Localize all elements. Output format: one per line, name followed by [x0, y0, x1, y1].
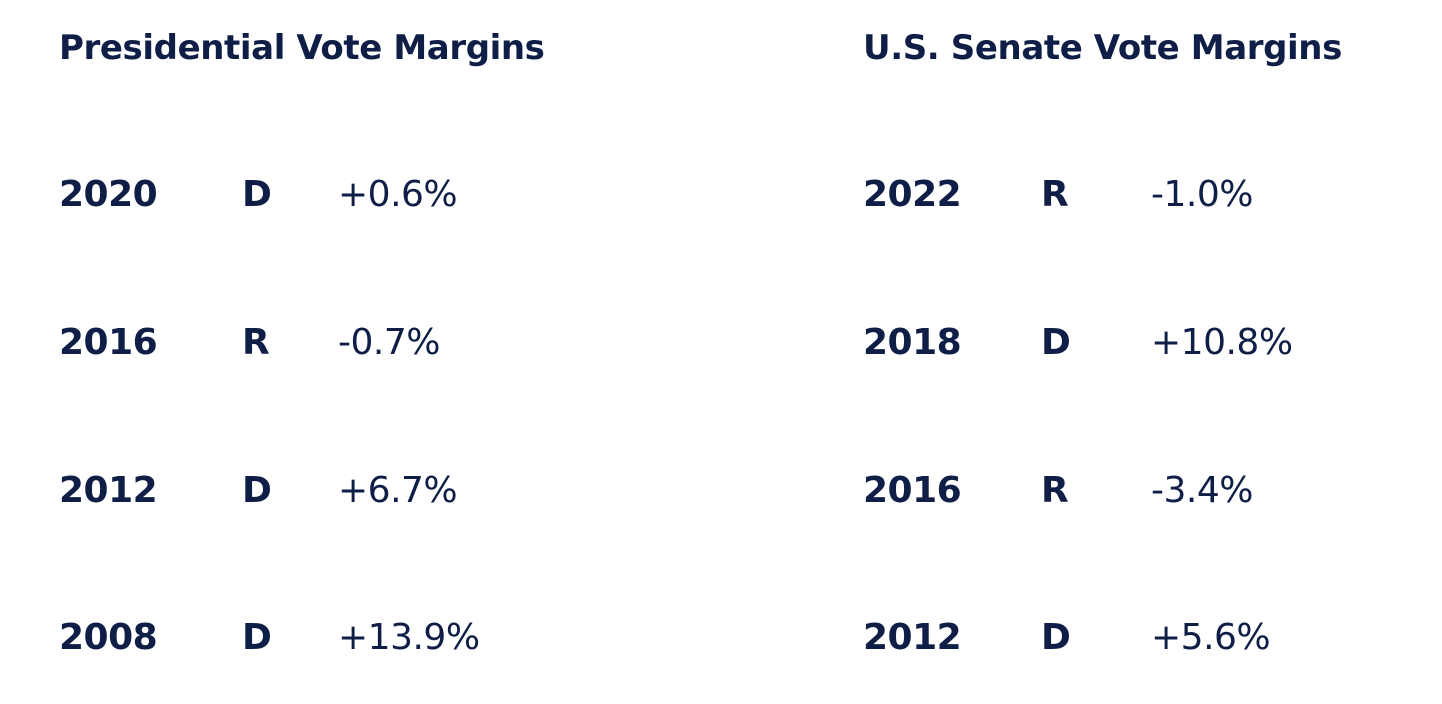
senate-vote-margins-panel: U.S. Senate Vote Margins 2022 R -1.0% 20… [863, 0, 1423, 704]
year: 2020 [59, 174, 158, 215]
presidential-title: Presidential Vote Margins [59, 28, 545, 68]
party: D [1041, 617, 1071, 658]
senate-row: 2018 D +10.8% [863, 318, 1423, 368]
year: 2012 [863, 617, 962, 658]
party: D [1041, 322, 1071, 363]
vote-margin: +0.6% [338, 174, 458, 215]
year: 2022 [863, 174, 962, 215]
party: R [1041, 174, 1069, 215]
presidential-row: 2016 R -0.7% [59, 318, 759, 368]
vote-margin: -1.0% [1151, 174, 1253, 215]
vote-margin: +10.8% [1151, 322, 1293, 363]
vote-margin: -0.7% [338, 322, 440, 363]
senate-row: 2022 R -1.0% [863, 170, 1423, 220]
year: 2016 [59, 322, 158, 363]
vote-margin: +6.7% [338, 470, 458, 511]
vote-margin: +5.6% [1151, 617, 1271, 658]
year: 2008 [59, 617, 158, 658]
year: 2012 [59, 470, 158, 511]
presidential-row: 2008 D +13.9% [59, 613, 759, 663]
party: R [242, 322, 270, 363]
year: 2018 [863, 322, 962, 363]
party: D [242, 470, 272, 511]
party: D [242, 617, 272, 658]
senate-title: U.S. Senate Vote Margins [863, 28, 1342, 68]
party: R [1041, 470, 1069, 511]
presidential-vote-margins-panel: Presidential Vote Margins 2020 D +0.6% 2… [59, 0, 759, 704]
senate-row: 2012 D +5.6% [863, 613, 1423, 663]
party: D [242, 174, 272, 215]
year: 2016 [863, 470, 962, 511]
presidential-row: 2012 D +6.7% [59, 466, 759, 516]
vote-margin: -3.4% [1151, 470, 1253, 511]
presidential-row: 2020 D +0.6% [59, 170, 759, 220]
senate-row: 2016 R -3.4% [863, 466, 1423, 516]
vote-margin: +13.9% [338, 617, 480, 658]
